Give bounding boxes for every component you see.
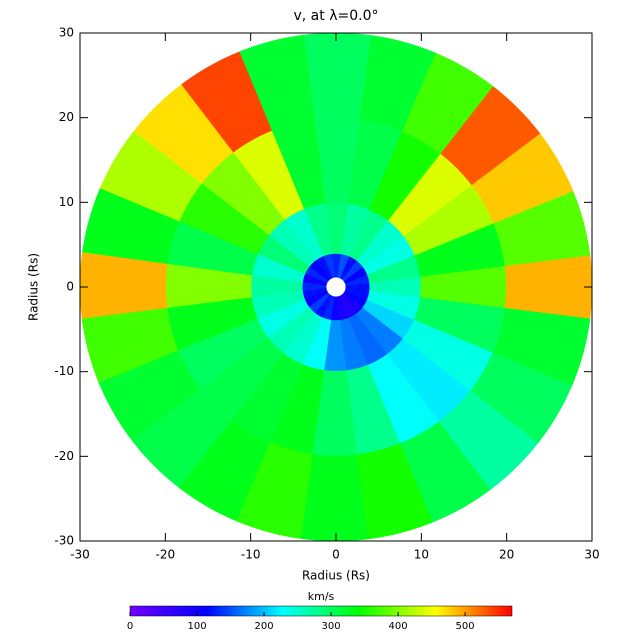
colorbar-label: km/s	[308, 590, 335, 603]
x-tick-label: 10	[414, 548, 429, 562]
colorbar-tick-label: 500	[456, 621, 475, 632]
colorbar-tick-label: 100	[187, 621, 206, 632]
y-tick-label: -10	[54, 364, 74, 378]
y-tick-label: 10	[59, 195, 74, 209]
colorbar-tick-label: 0	[127, 621, 133, 632]
x-axis-label: Radius (Rs)	[302, 569, 370, 583]
y-tick-label: 0	[66, 280, 74, 294]
x-tick-label: 30	[584, 548, 599, 562]
chart-title: v, at λ=0.0°	[294, 8, 379, 24]
y-tick-label: -20	[54, 449, 74, 463]
wedge	[492, 307, 591, 386]
y-axis-label: Radius (Rs)	[27, 253, 41, 321]
y-tick-label: 30	[59, 26, 74, 40]
colorbar	[129, 605, 513, 617]
colorbar-tick-label: 300	[322, 621, 341, 632]
inner-boundary	[329, 280, 343, 294]
heatmap	[79, 32, 593, 542]
x-tick-label: -20	[156, 548, 176, 562]
colorbar-tick-label: 200	[254, 621, 273, 632]
x-tick-label: -30	[70, 548, 90, 562]
colorbar-tick-label: 400	[389, 621, 408, 632]
x-tick-label: 20	[499, 548, 514, 562]
y-tick-label: -30	[54, 534, 74, 548]
x-tick-label: -10	[241, 548, 261, 562]
x-tick-label: 0	[332, 548, 340, 562]
y-tick-label: 20	[59, 110, 74, 124]
